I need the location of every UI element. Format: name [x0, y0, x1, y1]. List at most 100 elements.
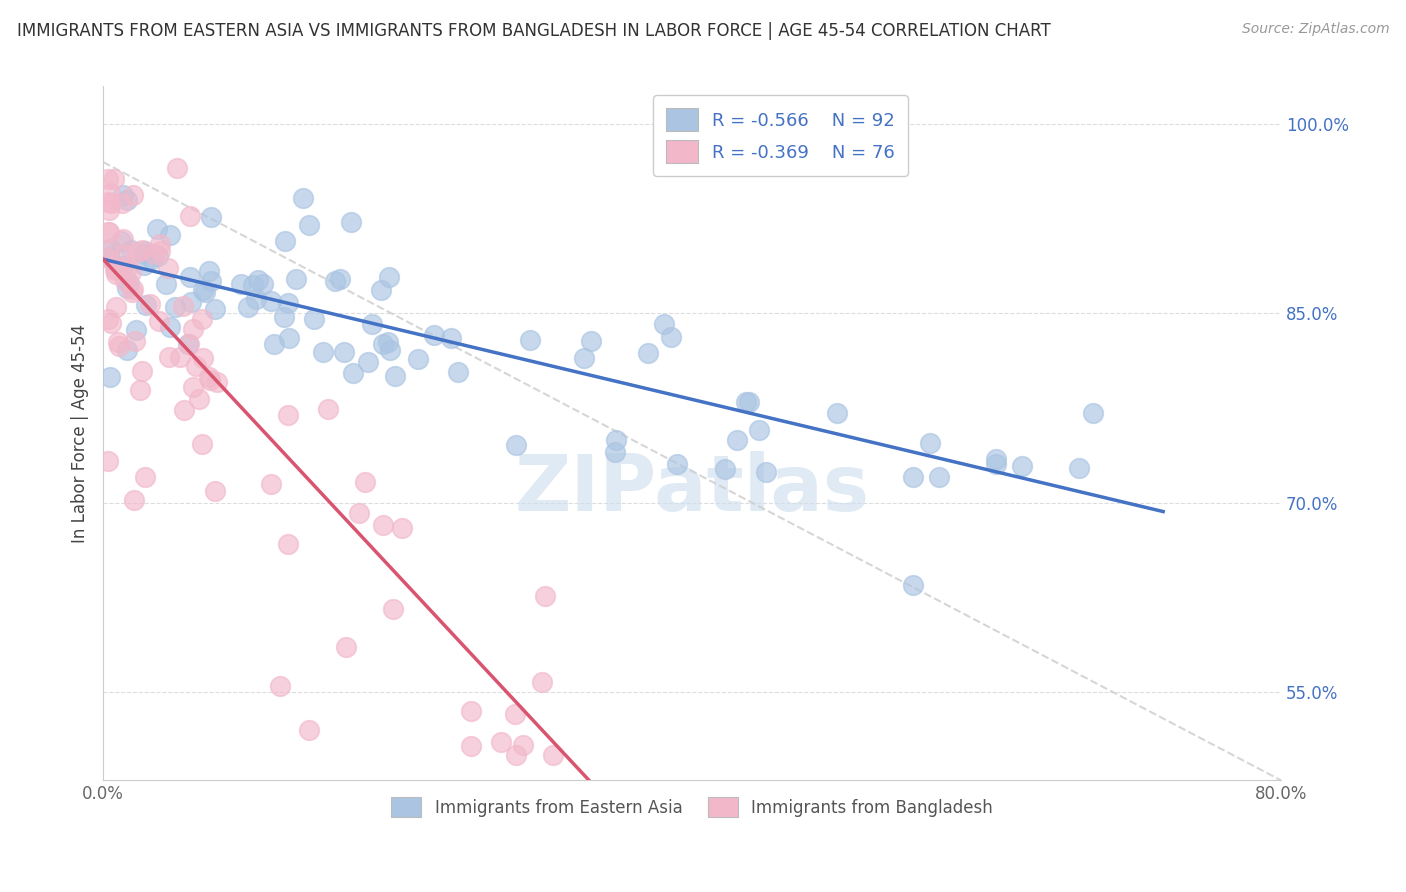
Point: [659, 329, 682, 343]
Point: [572, 351, 595, 366]
Point: [159, 227, 181, 242]
Point: [440, 330, 463, 344]
Point: [637, 346, 659, 360]
Point: [384, 368, 406, 383]
Point: [117, 260, 139, 275]
Point: [579, 334, 602, 348]
Point: [107, 334, 129, 349]
Point: [124, 334, 146, 348]
Point: [361, 318, 384, 332]
Point: [155, 277, 177, 292]
Point: [149, 236, 172, 251]
Point: [725, 433, 748, 447]
Point: [373, 337, 395, 351]
Point: [247, 273, 270, 287]
Point: [96, 225, 118, 239]
Point: [329, 272, 352, 286]
Point: [277, 537, 299, 551]
Point: [173, 403, 195, 417]
Point: [370, 284, 392, 298]
Y-axis label: In Labor Force | Age 45-54: In Labor Force | Age 45-54: [72, 324, 89, 543]
Point: [181, 380, 204, 394]
Point: [242, 277, 264, 292]
Point: [519, 333, 541, 347]
Text: Source: ZipAtlas.com: Source: ZipAtlas.com: [1241, 22, 1389, 37]
Point: [447, 365, 470, 379]
Point: [96, 244, 118, 258]
Point: [200, 210, 222, 224]
Point: [381, 601, 404, 615]
Point: [236, 300, 259, 314]
Point: [984, 457, 1007, 471]
Point: [512, 739, 534, 753]
Point: [100, 369, 122, 384]
Point: [335, 640, 357, 654]
Point: [135, 298, 157, 312]
Point: [197, 369, 219, 384]
Point: [284, 272, 307, 286]
Point: [129, 383, 152, 397]
Point: [349, 506, 371, 520]
Point: [100, 243, 122, 257]
Point: [273, 310, 295, 324]
Point: [333, 345, 356, 359]
Point: [122, 493, 145, 508]
Point: [200, 274, 222, 288]
Point: [198, 264, 221, 278]
Point: [378, 269, 401, 284]
Point: [138, 297, 160, 311]
Point: [505, 706, 527, 721]
Point: [108, 339, 131, 353]
Point: [928, 470, 950, 484]
Point: [96, 171, 118, 186]
Point: [103, 172, 125, 186]
Point: [118, 276, 141, 290]
Point: [652, 317, 675, 331]
Point: [1011, 459, 1033, 474]
Point: [114, 274, 136, 288]
Point: [1083, 406, 1105, 420]
Point: [166, 161, 188, 176]
Point: [1067, 461, 1090, 475]
Point: [104, 262, 127, 277]
Point: [277, 408, 299, 422]
Point: [179, 336, 201, 351]
Point: [263, 336, 285, 351]
Point: [120, 265, 142, 279]
Point: [984, 451, 1007, 466]
Point: [406, 352, 429, 367]
Point: [112, 259, 135, 273]
Point: [204, 302, 226, 317]
Point: [423, 328, 446, 343]
Point: [252, 277, 274, 291]
Point: [169, 350, 191, 364]
Point: [172, 299, 194, 313]
Point: [105, 267, 128, 281]
Point: [205, 376, 228, 390]
Point: [901, 470, 924, 484]
Point: [204, 484, 226, 499]
Point: [96, 194, 118, 209]
Point: [245, 292, 267, 306]
Point: [274, 234, 297, 248]
Point: [112, 232, 135, 246]
Point: [159, 319, 181, 334]
Point: [104, 260, 127, 275]
Point: [901, 578, 924, 592]
Point: [112, 187, 135, 202]
Point: [380, 343, 402, 357]
Point: [115, 193, 138, 207]
Point: [132, 258, 155, 272]
Point: [200, 373, 222, 387]
Point: [125, 322, 148, 336]
Point: [298, 723, 321, 737]
Point: [97, 203, 120, 218]
Point: [148, 314, 170, 328]
Point: [96, 311, 118, 326]
Point: [292, 191, 315, 205]
Point: [131, 364, 153, 378]
Point: [269, 679, 291, 693]
Point: [316, 401, 339, 416]
Point: [738, 395, 761, 409]
Point: [180, 295, 202, 310]
